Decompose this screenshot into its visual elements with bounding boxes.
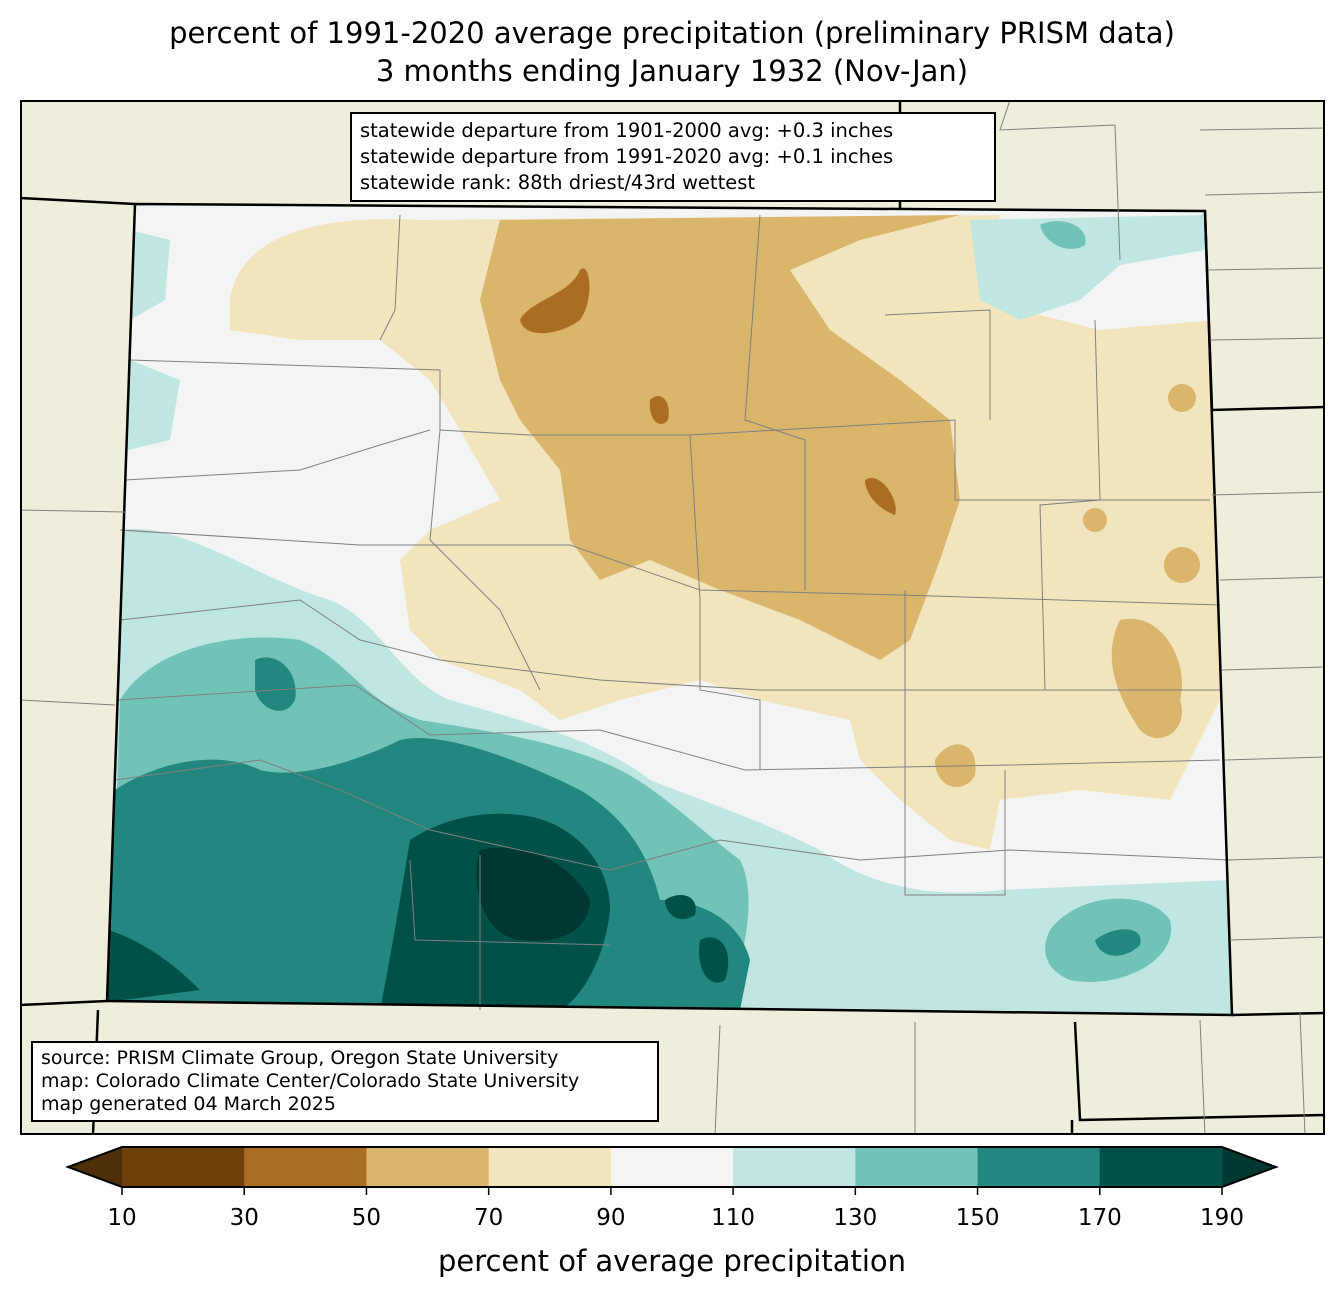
map-title: percent of 1991-2020 average precipitati… xyxy=(169,16,1175,50)
colorbar-tick-label: 70 xyxy=(474,1205,504,1231)
colorbar-segment xyxy=(488,1147,612,1187)
colorbar-segment xyxy=(855,1147,979,1187)
colorbar-tick-label: 90 xyxy=(596,1205,626,1231)
precip-contours xyxy=(107,204,1232,1015)
colorbar-tick-label: 10 xyxy=(107,1205,137,1231)
colorbar-tick-label: 150 xyxy=(955,1205,1000,1231)
colorbar-tick-label: 170 xyxy=(1077,1205,1122,1231)
credit-generated: map generated 04 March 2025 xyxy=(41,1093,336,1115)
map-subtitle: 3 months ending January 1932 (Nov-Jan) xyxy=(375,54,969,88)
county-boundaries xyxy=(114,214,1231,1010)
colorbar-segment xyxy=(122,1147,245,1187)
colorbar-segment xyxy=(610,1147,734,1187)
colorbar-under-arrow xyxy=(68,1147,122,1187)
colorbar-tick-label: 30 xyxy=(229,1205,259,1231)
stat-departure-1901-2000: statewide departure from 1901-2000 avg: … xyxy=(360,119,894,142)
colorbar-segment xyxy=(366,1147,490,1187)
colorbar-segment xyxy=(977,1147,1101,1187)
colorbar-tick-label: 130 xyxy=(833,1205,878,1231)
colorbar-tick-label: 50 xyxy=(351,1205,382,1231)
colorbar-segment xyxy=(1099,1147,1223,1187)
colorbar-tick-label: 110 xyxy=(711,1205,756,1231)
map-frame xyxy=(20,100,1325,1135)
statewide-stats-box: statewide departure from 1901-2000 avg: … xyxy=(350,112,996,202)
precipitation-map xyxy=(20,100,1325,1135)
stat-departure-1991-2020: statewide departure from 1991-2020 avg: … xyxy=(360,145,894,168)
colorbar xyxy=(65,1146,1279,1195)
colorbar-over-arrow xyxy=(1222,1147,1276,1187)
stat-rank: statewide rank: 88th driest/43rd wettest xyxy=(360,171,756,194)
credit-map: map: Colorado Climate Center/Colorado St… xyxy=(41,1070,580,1092)
colorbar-segment xyxy=(733,1147,856,1187)
colorbar-tick-label: 190 xyxy=(1200,1205,1244,1231)
neighbor-county-lines xyxy=(20,100,1325,1135)
credits-box: source: PRISM Climate Group, Oregon Stat… xyxy=(31,1041,659,1122)
colorbar-label: percent of average precipitation xyxy=(437,1244,907,1278)
colorbar-segment xyxy=(244,1147,367,1187)
credit-source: source: PRISM Climate Group, Oregon Stat… xyxy=(41,1047,559,1069)
